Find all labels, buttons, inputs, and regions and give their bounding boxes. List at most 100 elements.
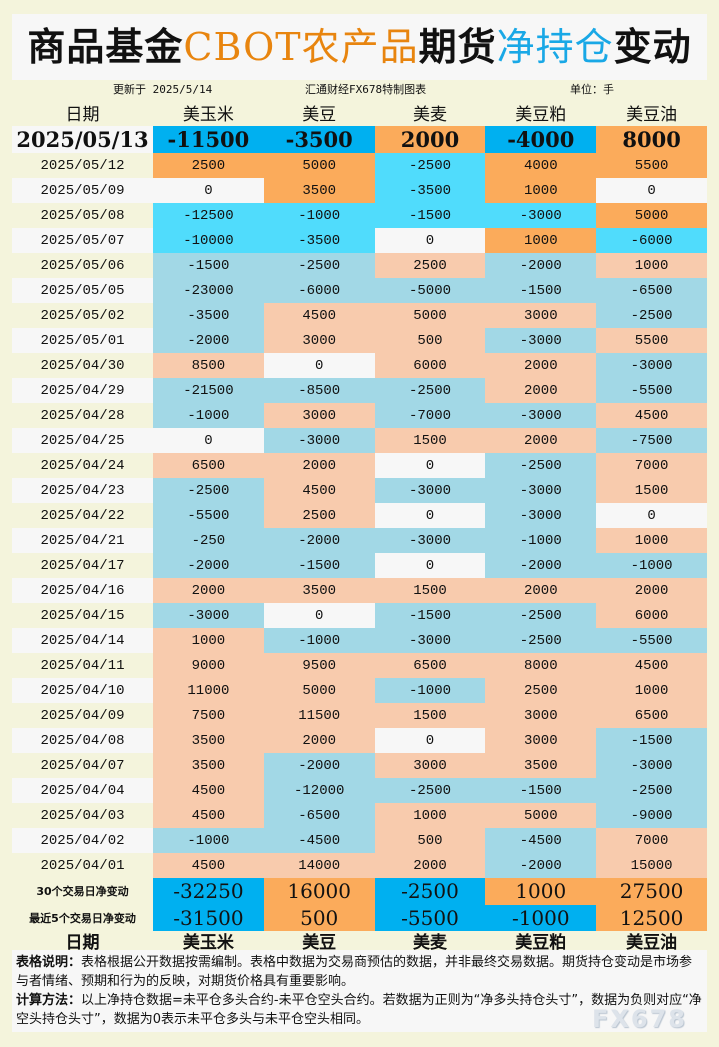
updated-date: 更新于 2025/5/14: [113, 83, 213, 96]
table-row: 2025/05/01 -2000 3000 500 -3000 5500: [12, 328, 707, 353]
value-cell: 2000: [374, 853, 486, 878]
value-cell: 2000: [374, 126, 486, 153]
value-cell: -3000: [153, 603, 264, 628]
summary-row: 最近5个交易日净变动 -31500 500 -5500 -1000 12500: [12, 904, 707, 931]
value-cell: -2000: [485, 853, 597, 878]
value-cell: 0: [374, 228, 486, 253]
table-row: 2025/05/12 2500 5000 -2500 4000 5500: [12, 153, 707, 178]
value-cell: -2000: [485, 253, 597, 278]
value-cell: 5500: [596, 328, 707, 353]
value-cell: 0: [153, 178, 264, 203]
value-cell: -2500: [485, 603, 597, 628]
summary-cell: -5500: [374, 904, 486, 931]
value-cell: 6500: [374, 653, 486, 678]
value-cell: -1000: [485, 528, 597, 553]
value-cell: -4500: [263, 828, 375, 853]
value-cell: -2000: [485, 553, 597, 578]
value-cell: 6000: [596, 603, 707, 628]
col-wheat: 美麦: [412, 932, 447, 953]
table-row: 2025/04/04 4500 -12000 -2500 -1500 -2500: [12, 778, 707, 803]
table-row: 2025/05/02 -3500 4500 5000 3000 -2500: [12, 303, 707, 328]
value-cell: -3500: [263, 126, 375, 153]
value-cell: 1500: [374, 578, 486, 603]
value-cell: 3000: [485, 728, 597, 753]
position-table: 2025/05/13 -11500 -3500 2000 -4000 8000 2025/0…: [12, 126, 707, 931]
value-cell: -250: [153, 528, 264, 553]
value-cell: 0: [596, 178, 707, 203]
table-row: 2025/05/06 -1500 -2500 2500 -2000 1000: [12, 253, 707, 278]
value-cell: -3000: [263, 428, 375, 453]
value-cell: 3000: [263, 403, 375, 428]
col-soybean: 美豆: [302, 932, 337, 953]
value-cell: 5000: [263, 153, 375, 178]
value-cell: 4500: [596, 653, 707, 678]
value-cell: 5500: [596, 153, 707, 178]
col-soymeal: 美豆粕: [515, 104, 567, 125]
value-cell: 2000: [263, 453, 375, 478]
value-cell: 2500: [374, 253, 486, 278]
value-cell: -5500: [596, 378, 707, 403]
value-cell: 3500: [263, 178, 375, 203]
value-cell: -3000: [374, 528, 486, 553]
value-cell: -1000: [153, 403, 264, 428]
column-header-bottom: 日期 美玉米 美豆 美麦 美豆粕 美豆油: [12, 930, 707, 953]
col-date: 日期: [65, 932, 100, 953]
date-cell: 2025/04/29: [12, 378, 153, 403]
value-cell: -3000: [596, 753, 707, 778]
value-cell: -2500: [153, 478, 264, 503]
date-cell: 2025/05/08: [12, 203, 153, 228]
date-cell: 2025/04/25: [12, 428, 153, 453]
value-cell: 4500: [153, 803, 264, 828]
value-cell: 1000: [596, 528, 707, 553]
date-cell: 2025/04/02: [12, 828, 153, 853]
table-row: 2025/04/08 3500 2000 0 3000 -1500: [12, 728, 707, 753]
date-cell: 2025/04/21: [12, 528, 153, 553]
value-cell: 15000: [596, 853, 707, 878]
table-row: 2025/04/28 -1000 3000 -7000 -3000 4500: [12, 403, 707, 428]
value-cell: 11000: [153, 678, 264, 703]
title-part: CBOT农产品: [183, 25, 419, 69]
col-date: 日期: [65, 104, 100, 125]
value-cell: 8500: [153, 353, 264, 378]
title-part: 净持仓: [496, 25, 614, 69]
value-cell: 500: [374, 328, 486, 353]
value-cell: 1000: [374, 803, 486, 828]
value-cell: -2000: [153, 553, 264, 578]
date-cell: 2025/04/01: [12, 853, 153, 878]
value-cell: -2000: [153, 328, 264, 353]
value-cell: 6000: [374, 353, 486, 378]
summary-cell: -31500: [153, 904, 264, 931]
value-cell: 4500: [263, 478, 375, 503]
date-cell: 2025/04/04: [12, 778, 153, 803]
date-cell: 2025/05/13: [12, 126, 153, 153]
date-cell: 2025/04/10: [12, 678, 153, 703]
value-cell: -2500: [374, 153, 486, 178]
table-row: 2025/04/03 4500 -6500 1000 5000 -9000: [12, 803, 707, 828]
watermark-logo: FX678: [592, 1005, 687, 1033]
date-cell: 2025/04/23: [12, 478, 153, 503]
value-cell: 1000: [485, 178, 597, 203]
value-cell: 7000: [596, 828, 707, 853]
value-cell: -1500: [374, 203, 486, 228]
table-row: 2025/04/01 4500 14000 2000 -2000 15000: [12, 853, 707, 878]
value-cell: -8500: [263, 378, 375, 403]
value-cell: -3000: [485, 203, 597, 228]
value-cell: -2500: [596, 778, 707, 803]
value-cell: 2000: [485, 428, 597, 453]
date-cell: 2025/05/06: [12, 253, 153, 278]
summary-label: 最近5个交易日净变动: [12, 904, 153, 931]
value-cell: 11500: [263, 703, 375, 728]
value-cell: 3500: [153, 728, 264, 753]
value-cell: -12000: [263, 778, 375, 803]
table-row: 2025/04/30 8500 0 6000 2000 -3000: [12, 353, 707, 378]
table-row: 2025/04/02 -1000 -4500 500 -4500 7000: [12, 828, 707, 853]
value-cell: -6500: [263, 803, 375, 828]
value-cell: -3000: [374, 478, 486, 503]
value-cell: 5000: [263, 678, 375, 703]
value-cell: -12500: [153, 203, 264, 228]
value-cell: 4500: [153, 778, 264, 803]
value-cell: 4500: [153, 853, 264, 878]
notes-calc-label: 计算方法：: [16, 993, 82, 1008]
value-cell: -2500: [596, 303, 707, 328]
value-cell: 5000: [374, 303, 486, 328]
